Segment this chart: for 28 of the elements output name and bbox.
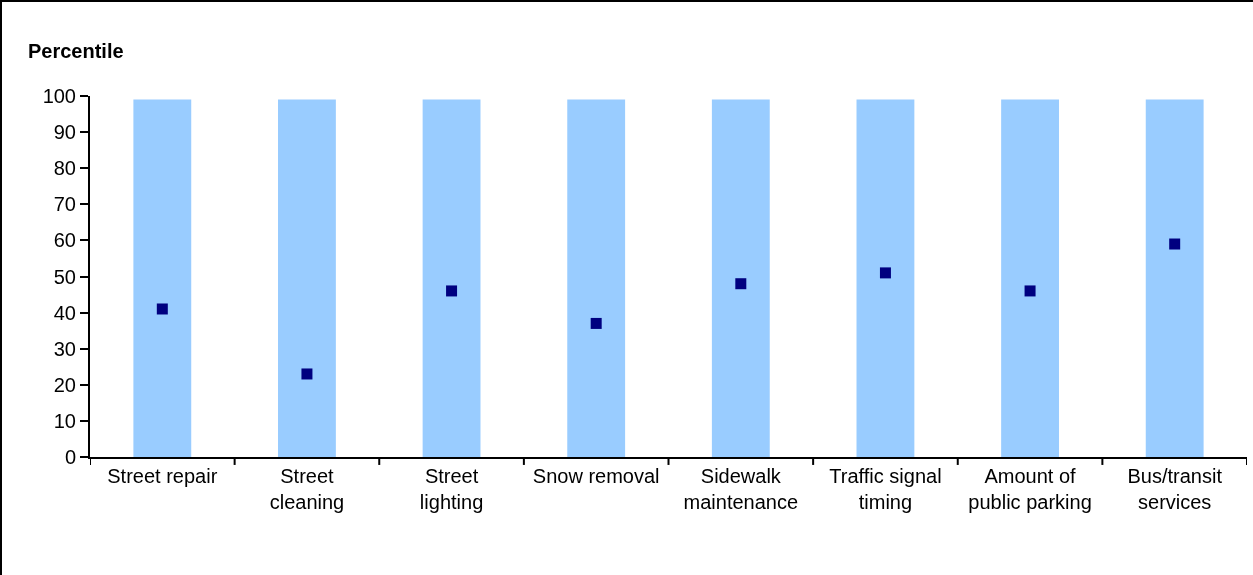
point [446,285,458,297]
point [1024,285,1036,297]
x-tick-label: Amount of public parking [968,465,1092,513]
x-tick-label: Street lighting [419,465,484,513]
x-tick-label: Street cleaning [269,465,345,513]
y-tick-label: 60 [53,229,76,252]
y-tick-label: 80 [53,157,76,180]
x-tick-label: Bus/transit services [1127,465,1223,513]
y-tick-label: 50 [53,265,76,288]
x-tick-label: Sidewalk maintenance [683,465,799,513]
y-tick-label: 20 [53,373,76,396]
y-tick-label: 100 [42,85,76,107]
point [1169,238,1181,250]
y-axis-title: Percentile [28,40,124,62]
point [301,368,313,380]
point [879,267,891,279]
point [735,278,747,290]
x-tick-label: Traffic signal timing [829,465,942,513]
x-tick-label: Street repair [107,465,218,487]
y-tick-label: 90 [53,121,76,144]
point [590,317,602,329]
point [156,303,168,315]
y-tick-label: 70 [53,193,76,216]
x-tick-label: Snow removal [532,465,660,487]
y-tick-label: 0 [64,446,76,468]
y-tick-label: 30 [53,337,76,360]
y-tick-label: 10 [53,409,76,432]
y-tick-label: 40 [53,301,76,324]
